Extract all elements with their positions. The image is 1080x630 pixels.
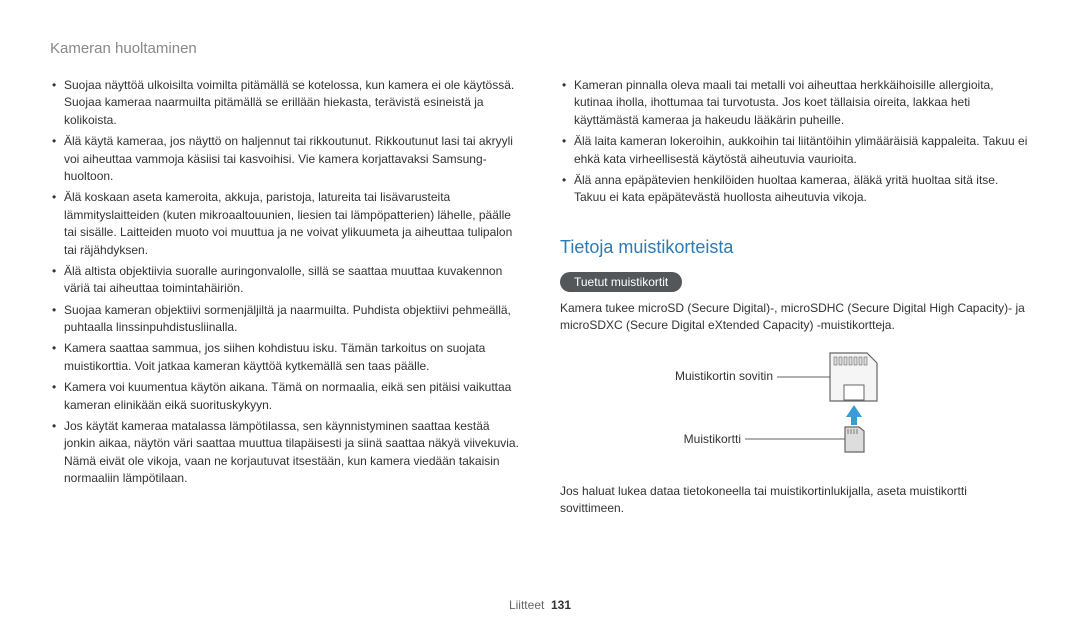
left-column: Suojaa näyttöä ulkoisilta voimilta pitäm… [50,77,520,531]
footer-page-number: 131 [551,598,571,612]
list-item: Kamera saattaa sammua, jos siihen kohdis… [50,340,520,375]
list-item: Suojaa kameran objektiivi sormenjäljiltä… [50,302,520,337]
list-item: Kamera voi kuumentua käytön aikana. Tämä… [50,379,520,414]
right-column: Kameran pinnalla oleva maali tai metalli… [560,77,1030,531]
section-title: Tietoja muistikorteista [560,237,1030,258]
page-footer: Liitteet 131 [0,598,1080,612]
list-item: Älä koskaan aseta kameroita, akkuja, par… [50,189,520,259]
list-item: Jos käytät kameraa matalassa lämpötilass… [50,418,520,488]
right-bullet-list: Kameran pinnalla oleva maali tai metalli… [560,77,1030,207]
page-header-title: Kameran huoltaminen [50,40,1030,57]
after-diagram-text: Jos haluat lukea dataa tietokoneella tai… [560,483,1030,518]
sd-adapter-icon [830,353,877,401]
supported-text: Kamera tukee microSD (Secure Digital)-, … [560,300,1030,335]
list-item: Älä anna epäpätevien henkilöiden huoltaa… [560,172,1030,207]
page: Kameran huoltaminen Suojaa näyttöä ulkoi… [0,0,1080,551]
list-item: Älä käytä kameraa, jos näyttö on haljenn… [50,133,520,185]
content-columns: Suojaa näyttöä ulkoisilta voimilta pitäm… [50,77,1030,531]
microsd-icon [845,427,864,452]
list-item: Suojaa näyttöä ulkoisilta voimilta pitäm… [50,77,520,129]
footer-section: Liitteet [509,598,544,612]
list-item: Älä laita kameran lokeroihin, aukkoihin … [560,133,1030,168]
subsection-pill: Tuetut muistikortit [560,272,682,292]
list-item: Kameran pinnalla oleva maali tai metalli… [560,77,1030,129]
adapter-label: Muistikortin sovitin [675,369,773,383]
card-label: Muistikortti [684,432,741,446]
list-item: Älä altista objektiivia suoralle auringo… [50,263,520,298]
sd-diagram: Muistikortin sovitin Muistikortti [560,349,1030,469]
left-bullet-list: Suojaa näyttöä ulkoisilta voimilta pitäm… [50,77,520,488]
insert-arrow-icon [846,405,862,425]
